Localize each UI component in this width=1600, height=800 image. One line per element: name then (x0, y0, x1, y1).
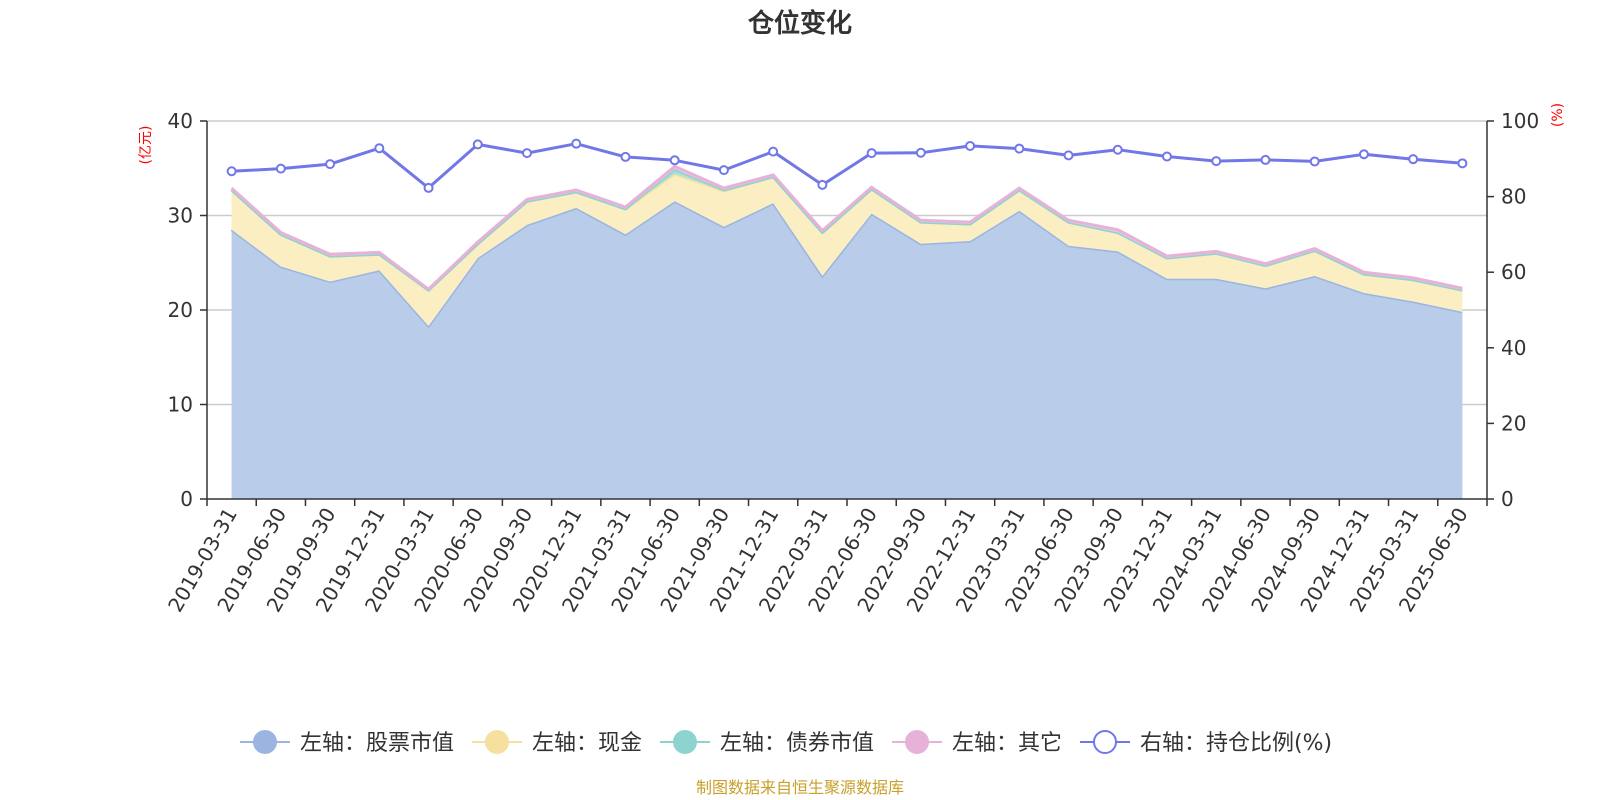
ratio-point (1358, 149, 1369, 160)
ratio-point (472, 139, 483, 150)
ratio-point (1063, 150, 1074, 161)
legend-item: 右轴：持仓比例(%) (1080, 730, 1332, 756)
ratio-point (1408, 154, 1419, 165)
ratio-point (817, 179, 828, 190)
legend-marker (485, 730, 509, 754)
area-line-3 (230, 164, 1463, 291)
line-series (226, 138, 1468, 193)
ratio-point (522, 148, 532, 159)
legend-label: 右轴：持仓比例(%) (1140, 731, 1332, 756)
data-source-note: 制图数据来自恒生聚源数据库 (696, 778, 904, 797)
legend-item: 左轴：现金 (472, 730, 642, 756)
area-fill-1 (231, 173, 1463, 327)
ratio-point (226, 166, 237, 177)
legend-item: 左轴：股票市值 (240, 730, 454, 756)
left-axis-unit: (亿元) (138, 126, 154, 165)
ratio-point (1112, 144, 1123, 155)
legend-label: 左轴：其它 (952, 731, 1062, 756)
right-axis-tick-label: 80 (1501, 185, 1526, 209)
ratio-point (1260, 154, 1271, 165)
legend-marker (673, 730, 697, 754)
ratio-point (915, 147, 926, 158)
area-series (230, 164, 1463, 500)
right-axis-tick-label: 40 (1501, 336, 1526, 360)
ratio-point (571, 138, 582, 149)
ratio-line (231, 142, 1463, 190)
ratio-point (1014, 143, 1025, 154)
ratio-point (325, 159, 336, 170)
ratio-point (374, 143, 385, 154)
area-fill-0 (231, 201, 1463, 500)
ratio-point (1457, 158, 1468, 169)
left-axis-tick-label: 30 (168, 204, 193, 228)
legend-label: 左轴：股票市值 (300, 731, 454, 756)
chart-title: 仓位变化 (747, 8, 852, 39)
legend-marker (905, 730, 929, 754)
right-axis-tick-label: 0 (1501, 487, 1514, 511)
legend-item: 左轴：债券市值 (660, 730, 874, 756)
ratio-point (275, 163, 286, 174)
ratio-point (423, 182, 434, 193)
left-axis-tick-label: 40 (168, 109, 193, 133)
right-axis-tick-label: 60 (1501, 260, 1526, 284)
ratio-point (768, 146, 779, 157)
left-axis-tick-label: 0 (180, 487, 193, 511)
left-axis-tick-label: 20 (168, 298, 193, 322)
legend: 左轴：股票市值 左轴：现金 左轴：债券市值 左轴：其它 右轴：持仓比例(%) (240, 730, 1332, 756)
ratio-point (620, 151, 631, 162)
legend-label: 左轴：债券市值 (720, 731, 874, 756)
ratio-point (965, 140, 976, 151)
legend-marker (1093, 730, 1117, 754)
ratio-point (1211, 156, 1222, 167)
legend-item: 左轴：其它 (892, 730, 1062, 756)
legend-label: 左轴：现金 (532, 731, 642, 756)
ratio-point (718, 165, 729, 176)
right-axis-unit: (%) (1550, 103, 1566, 127)
ratio-point (669, 155, 680, 166)
right-axis-tick-label: 100 (1501, 109, 1539, 133)
ratio-point (1162, 151, 1172, 162)
ratio-point (1309, 156, 1320, 167)
legend-marker (253, 730, 277, 754)
ratio-point (866, 148, 877, 159)
right-axis-tick-label: 20 (1501, 411, 1526, 435)
left-axis-tick-label: 10 (168, 393, 193, 417)
